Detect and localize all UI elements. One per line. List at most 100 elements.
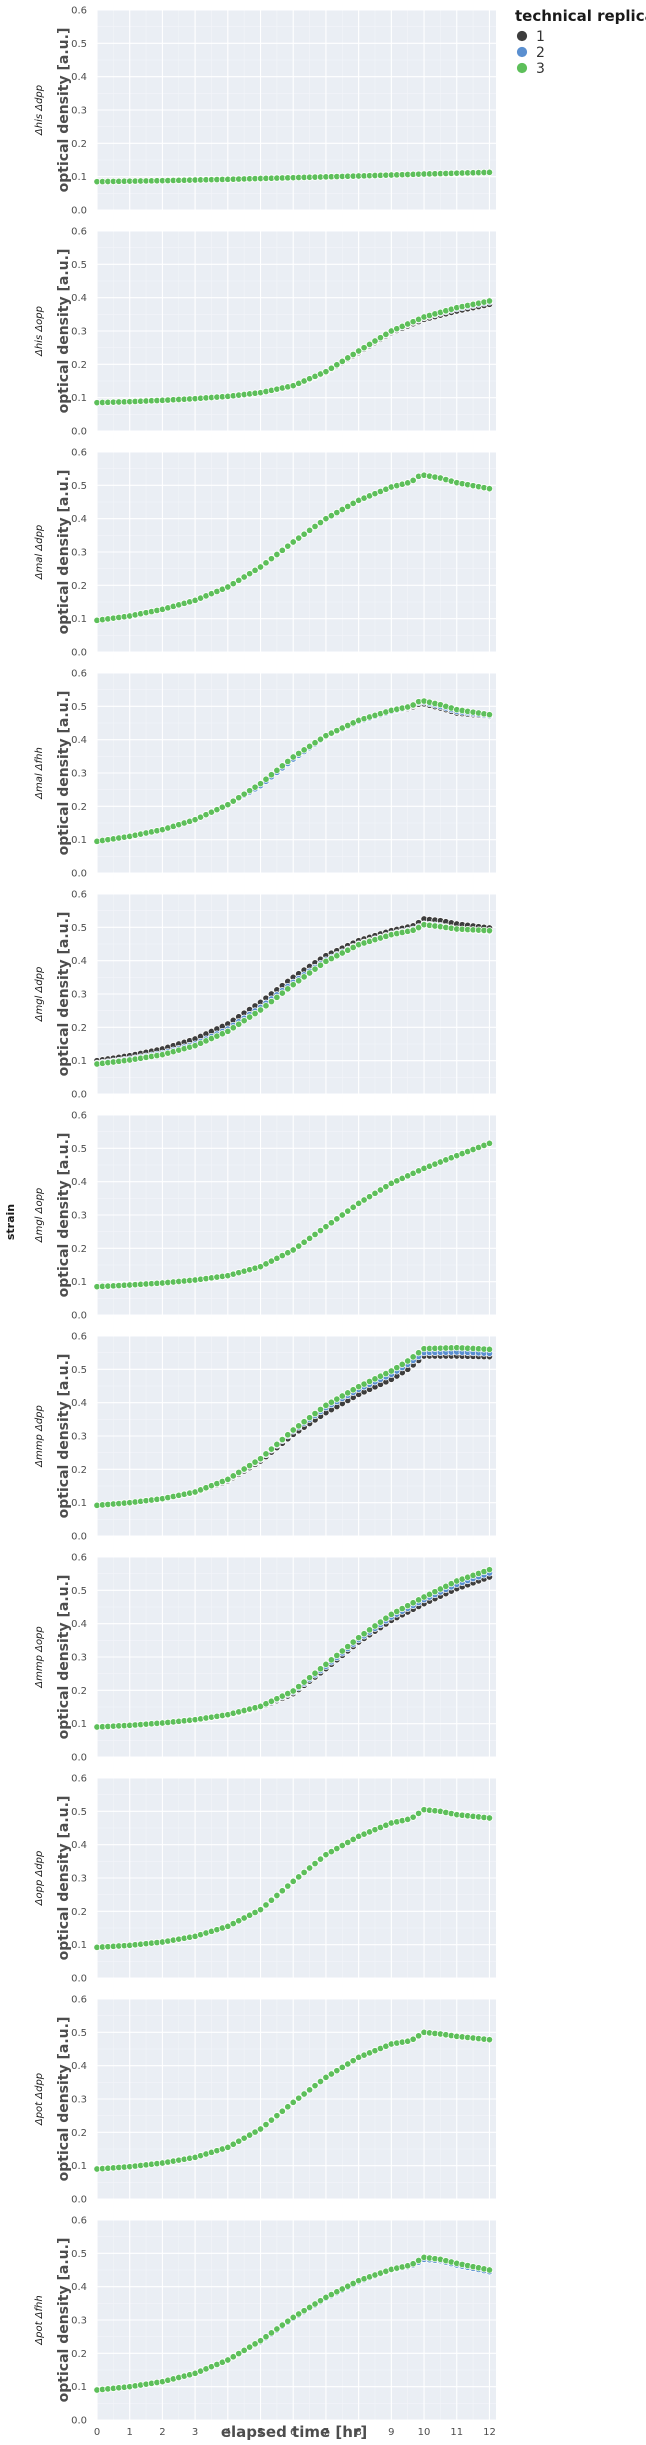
y-axis-title: optical density [a.u.] bbox=[56, 2017, 72, 2182]
data-point bbox=[278, 989, 286, 997]
data-point bbox=[240, 1017, 248, 1025]
data-point bbox=[333, 1651, 341, 1659]
data-point bbox=[295, 2310, 303, 2318]
data-point bbox=[267, 1445, 275, 1453]
data-point bbox=[224, 1922, 232, 1930]
data-point bbox=[365, 340, 374, 348]
data-point bbox=[322, 2293, 330, 2301]
data-point bbox=[256, 780, 265, 788]
y-tick-label: 0.2 bbox=[71, 360, 87, 371]
y-tick-label: 0.4 bbox=[71, 293, 87, 304]
data-point bbox=[322, 515, 330, 523]
data-point bbox=[295, 1422, 303, 1430]
data-point bbox=[349, 350, 357, 358]
data-point bbox=[327, 955, 335, 963]
x-tick-label: 0 bbox=[94, 2427, 100, 2438]
data-point bbox=[371, 1622, 379, 1630]
facet-panel: 0.0 0.1 0.2 0.3 0.4 0.5 0.6 Δmmp Δopp optical de… bbox=[34, 1553, 496, 1764]
data-point bbox=[267, 998, 275, 1006]
data-point bbox=[485, 2266, 494, 2274]
data-point bbox=[409, 2260, 417, 2268]
legend-title: technical replicate bbox=[515, 7, 646, 25]
x-tick-label: 4 bbox=[225, 2427, 231, 2438]
data-point bbox=[235, 1468, 243, 1476]
data-point bbox=[235, 576, 243, 584]
y-tick-label: 0.4 bbox=[71, 1177, 87, 1188]
y-tick-label: 0.3 bbox=[71, 990, 87, 1001]
y-tick-label: 0.5 bbox=[71, 1365, 87, 1376]
data-point bbox=[338, 1647, 346, 1655]
y-tick-label: 0.5 bbox=[71, 1144, 87, 1155]
y-tick-label: 0.0 bbox=[71, 648, 87, 659]
data-point bbox=[256, 1263, 265, 1271]
y-tick-label: 0.1 bbox=[71, 1719, 87, 1730]
strain-strip-label: Δhis Δopp bbox=[34, 306, 45, 357]
data-point bbox=[316, 1405, 325, 1413]
y-axis-title: optical density [a.u.] bbox=[56, 28, 72, 193]
legend-marker bbox=[516, 46, 528, 58]
data-point bbox=[485, 1139, 494, 1147]
series-replicate-3 bbox=[93, 1344, 494, 1509]
y-tick-label: 0.0 bbox=[71, 1974, 87, 1985]
data-point bbox=[316, 1855, 325, 1863]
y-tick-label: 0.0 bbox=[71, 206, 87, 217]
y-tick-label: 0.3 bbox=[71, 327, 87, 338]
data-point bbox=[349, 499, 357, 507]
data-point bbox=[327, 1219, 335, 1227]
series-replicate-3 bbox=[93, 697, 494, 845]
y-tick-label: 0.3 bbox=[71, 1874, 87, 1885]
data-point bbox=[295, 1873, 303, 1881]
data-point bbox=[349, 2057, 357, 2065]
panels-layer: 0.0 0.1 0.2 0.3 0.4 0.5 0.6 Δhis Δdpp optical de… bbox=[34, 6, 496, 2438]
data-point bbox=[224, 583, 232, 591]
series-replicate-3 bbox=[93, 297, 494, 407]
y-tick-label: 0.4 bbox=[71, 2061, 87, 2072]
data-point bbox=[229, 580, 237, 588]
data-point bbox=[229, 2353, 237, 2361]
y-tick-label: 0.5 bbox=[71, 1807, 87, 1818]
data-point bbox=[278, 1252, 286, 1260]
data-point bbox=[415, 1349, 423, 1357]
data-point bbox=[300, 973, 308, 981]
facet-panel: 0.0 0.1 0.2 0.3 0.4 0.5 0.6 Δmgl Δopp optical de… bbox=[34, 1111, 496, 1322]
y-tick-label: 0.6 bbox=[71, 2216, 87, 2227]
strain-strip-label: Δmgl Δopp bbox=[34, 1188, 45, 1244]
y-tick-label: 0.2 bbox=[71, 1023, 87, 1034]
data-point bbox=[284, 1249, 292, 1257]
y-tick-label: 0.0 bbox=[71, 427, 87, 438]
data-point bbox=[322, 957, 330, 965]
data-point bbox=[344, 502, 352, 510]
strain-strip-label: Δopp Δdpp bbox=[34, 1851, 45, 1907]
data-point bbox=[235, 1020, 243, 1028]
data-point bbox=[251, 783, 259, 791]
data-point bbox=[235, 794, 243, 802]
y-tick-label: 0.2 bbox=[71, 2349, 87, 2360]
data-point bbox=[273, 2325, 281, 2333]
data-point bbox=[316, 1665, 325, 1673]
data-point bbox=[273, 1254, 281, 1262]
data-point bbox=[295, 1242, 303, 1250]
y-tick-label: 0.0 bbox=[71, 1090, 87, 1101]
data-point bbox=[322, 1401, 330, 1409]
data-point bbox=[311, 522, 319, 530]
y-tick-label: 0.1 bbox=[71, 1056, 87, 1067]
data-point bbox=[349, 1203, 357, 1211]
y-tick-label: 0.4 bbox=[71, 514, 87, 525]
data-point bbox=[371, 1189, 379, 1197]
data-point bbox=[485, 485, 494, 493]
data-point bbox=[284, 1431, 292, 1439]
data-point bbox=[382, 330, 390, 338]
data-point bbox=[338, 949, 346, 957]
data-point bbox=[322, 1851, 330, 1859]
y-tick-label: 0.6 bbox=[71, 1774, 87, 1785]
data-point bbox=[289, 1687, 297, 1695]
y-tick-label: 0.2 bbox=[71, 2128, 87, 2139]
data-point bbox=[387, 1367, 395, 1375]
data-point bbox=[229, 2140, 237, 2148]
y-tick-label: 0.5 bbox=[71, 702, 87, 713]
y-axis-title: optical density [a.u.] bbox=[56, 691, 72, 856]
data-point bbox=[278, 1887, 286, 1895]
data-point bbox=[306, 1234, 314, 1242]
y-axis-title: optical density [a.u.] bbox=[56, 1575, 72, 1740]
data-point bbox=[240, 2134, 248, 2142]
